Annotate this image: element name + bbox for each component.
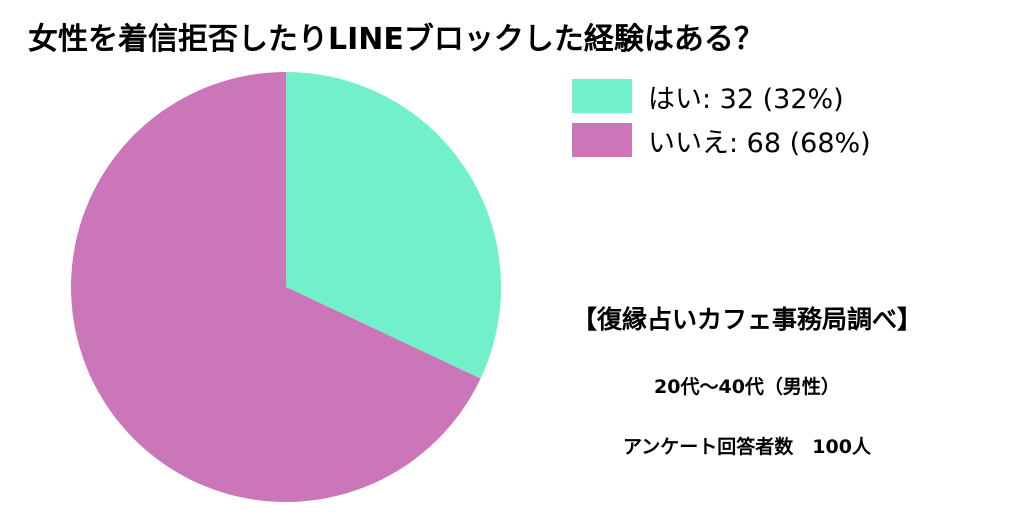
pie-slice-no: [70, 71, 481, 503]
legend-swatch-no: [572, 123, 632, 157]
legend-label-no: いいえ: 68 (68%): [648, 127, 871, 159]
legend-swatch-yes: [572, 79, 632, 113]
source-note: 【復縁占いカフェ事務局調べ】: [571, 305, 922, 334]
legend-item-no: いいえ: 68 (68%): [572, 118, 871, 162]
legend: はい: 32 (32%) いいえ: 68 (68%): [572, 74, 871, 162]
legend-label-yes: はい: 32 (32%): [648, 83, 844, 115]
demographic-note: 20代〜40代（男性）: [654, 376, 840, 398]
chart-title: 女性を着信拒否したりLINEブロックした経験はある？: [28, 22, 764, 57]
legend-item-yes: はい: 32 (32%): [572, 74, 871, 118]
pie-slice-yes: [286, 72, 501, 379]
respondents-note: アンケート回答者数 100人: [623, 436, 871, 458]
